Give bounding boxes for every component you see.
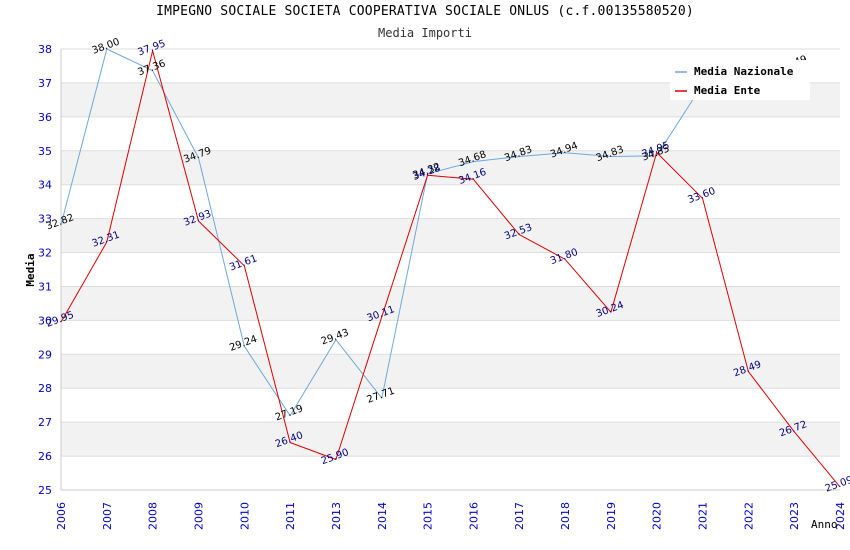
grid-band xyxy=(61,286,840,321)
y-tick-label: 28 xyxy=(38,382,52,395)
data-label: 29.43 xyxy=(320,327,351,347)
x-tick-label: 2016 xyxy=(467,502,480,530)
x-axis-ticks: 2006 2007 2008 2009 2010 2011 2013 2014 2015 2016… xyxy=(55,502,847,530)
x-tick-label: 2024 xyxy=(834,502,847,530)
x-tick-label: 2008 xyxy=(147,502,160,530)
data-label: 25.09 xyxy=(824,475,850,495)
grid-lines xyxy=(60,48,840,491)
legend-label-ente: Media Ente xyxy=(694,84,761,97)
series-line-ente xyxy=(60,50,841,488)
x-tick-label: 2017 xyxy=(513,502,526,530)
x-tick-label: 2015 xyxy=(422,502,435,530)
y-tick-label: 32 xyxy=(38,247,52,260)
x-tick-label: 2006 xyxy=(55,502,68,530)
series-lines xyxy=(60,48,841,488)
grid-band xyxy=(61,218,840,253)
grid-band xyxy=(61,354,840,389)
y-tick-label: 29 xyxy=(38,348,52,361)
chart-subtitle: Media Importi xyxy=(378,26,472,40)
y-tick-label: 36 xyxy=(38,111,52,124)
legend: Media Nazionale Media Ente xyxy=(670,60,810,100)
x-tick-label: 2010 xyxy=(238,502,251,530)
y-axis-label: Media xyxy=(24,253,37,286)
data-label: 27.19 xyxy=(274,403,305,423)
x-tick-label: 2018 xyxy=(559,502,572,530)
y-tick-label: 25 xyxy=(38,484,52,497)
data-label: 29.95 xyxy=(45,310,76,330)
y-tick-label: 27 xyxy=(38,416,52,429)
x-tick-label: 2013 xyxy=(330,502,343,530)
y-axis-ticks: 25 26 27 28 29 30 31 32 33 34 35 36 37 38 xyxy=(38,43,52,497)
series-line-nazionale xyxy=(60,48,795,417)
y-tick-label: 34 xyxy=(38,179,52,192)
grid-band xyxy=(61,422,840,457)
legend-box xyxy=(670,60,810,100)
data-label: 31.61 xyxy=(228,253,259,273)
x-tick-label: 2019 xyxy=(605,502,618,530)
y-tick-label: 37 xyxy=(38,77,52,90)
x-tick-label: 2014 xyxy=(376,502,389,530)
grid-bands xyxy=(61,82,840,457)
x-tick-label: 2022 xyxy=(742,502,755,530)
x-axis-label: Anno xyxy=(811,518,838,531)
x-tick-label: 2020 xyxy=(651,502,664,530)
y-tick-label: 38 xyxy=(38,43,52,56)
x-tick-label: 2011 xyxy=(284,502,297,530)
chart-title: IMPEGNO SOCIALE SOCIETA COOPERATIVA SOCI… xyxy=(156,4,694,19)
y-tick-label: 26 xyxy=(38,450,52,463)
x-tick-label: 2021 xyxy=(697,502,710,530)
x-tick-label: 2023 xyxy=(788,502,801,530)
data-label: 33.60 xyxy=(686,186,717,206)
y-tick-label: 33 xyxy=(38,213,52,226)
x-tick-label: 2007 xyxy=(101,502,114,530)
y-tick-label: 30 xyxy=(38,314,52,327)
y-tick-label: 31 xyxy=(38,280,52,293)
legend-label-nazionale: Media Nazionale xyxy=(694,65,794,78)
data-label: 37.36 xyxy=(136,58,167,78)
y-tick-label: 35 xyxy=(38,145,52,158)
data-label: 29.24 xyxy=(228,334,259,354)
x-tick-label: 2009 xyxy=(192,502,205,530)
